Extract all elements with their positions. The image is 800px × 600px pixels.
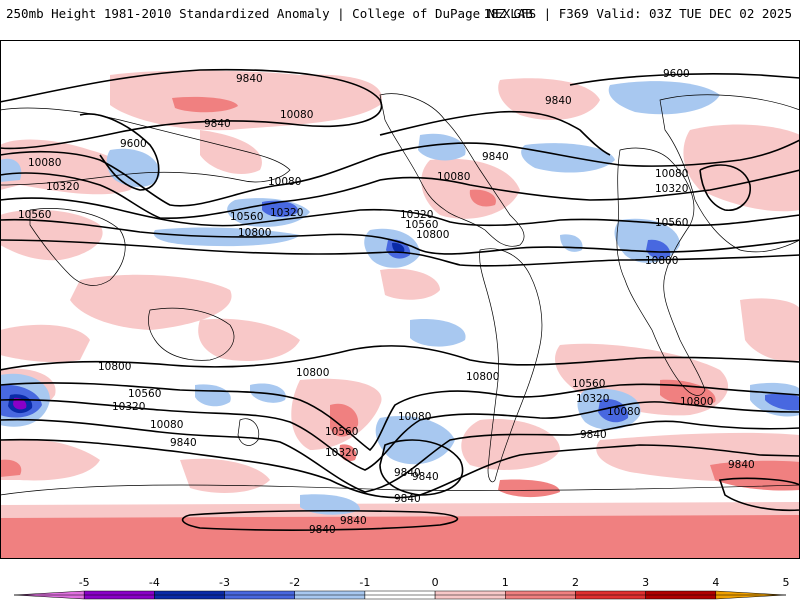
contour-label: 9840 (728, 459, 755, 471)
contour-label: 10560 (572, 378, 605, 390)
colorbar: -5 -4 -3 -2 -1 0 1 2 3 4 5 (13, 576, 790, 600)
height-contours (0, 68, 800, 531)
contour-label: 10560 (18, 209, 51, 221)
contour-labels: 9840 9600 10080 9840 9600 10080 10320 10… (18, 68, 755, 536)
contour-label: 10320 (576, 393, 609, 405)
contour-label: 10080 (268, 176, 301, 188)
anomaly-map: 9840 9600 10080 9840 9600 10080 10320 10… (0, 40, 800, 559)
chart-title: 250mb Height 1981-2010 Standardized Anom… (6, 6, 533, 21)
colorbar-tick-label: 1 (502, 576, 509, 589)
contour-label: 10560 (325, 426, 358, 438)
contour-label: 9840 (236, 73, 263, 85)
colorbar-tick-label: 3 (642, 576, 649, 589)
colorbar-tick-label: -5 (79, 576, 90, 589)
contour-label: 9840 (482, 151, 509, 163)
colorbar-tick-label: 0 (432, 576, 439, 589)
contour-label: 10320 (46, 181, 79, 193)
contour-label: 10080 (28, 157, 61, 169)
contour-label: 9840 (309, 524, 336, 536)
colorbar-tick-label: 2 (572, 576, 579, 589)
contour-label: 9840 (545, 95, 572, 107)
contour-label: 9840 (204, 118, 231, 130)
contour-label: 9840 (394, 467, 421, 479)
contour-label: 10800 (466, 371, 499, 383)
contour-label: 9840 (340, 515, 367, 527)
contour-label: 10080 (655, 168, 688, 180)
colorbar-tick-label: -2 (289, 576, 300, 589)
contour-label: 10080 (398, 411, 431, 423)
contour-label: 10320 (112, 401, 145, 413)
contour-label: 9600 (120, 138, 147, 150)
contour-label: 9840 (412, 471, 439, 483)
colorbar-tick-label: 5 (783, 576, 790, 589)
colorbar-tick-label: 4 (712, 576, 719, 589)
contour-label: 10560 (128, 388, 161, 400)
contour-label: 9840 (170, 437, 197, 449)
contour-label: 10560 (405, 219, 438, 231)
contour-label: 9840 (394, 493, 421, 505)
contour-label: 10800 (238, 227, 271, 239)
contour-label: 10560 (230, 211, 263, 223)
contour-label: 10800 (296, 367, 329, 379)
contour-label: 10320 (325, 447, 358, 459)
contour-label: 10080 (437, 171, 470, 183)
contour-label: 10080 (150, 419, 183, 431)
contour-label: 9840 (580, 429, 607, 441)
contour-label: 10800 (416, 229, 449, 241)
coastlines (0, 93, 800, 496)
contour-label: 9600 (663, 68, 690, 80)
contour-label: 10800 (645, 255, 678, 267)
contour-label: 10080 (280, 109, 313, 121)
contour-label: 10800 (98, 361, 131, 373)
contour-label: 10320 (655, 183, 688, 195)
colorbar-tick-label: -4 (149, 576, 160, 589)
contour-label: 10320 (400, 209, 433, 221)
model-run-info: 18Z GFS | F369 Valid: 03Z TUE DEC 02 202… (483, 6, 792, 21)
contour-label: 10560 (655, 217, 688, 229)
colorbar-tick-label: -1 (359, 576, 370, 589)
colorbar-tick-labels: -5 -4 -3 -2 -1 0 1 2 3 4 5 (79, 576, 790, 589)
contour-label: 10080 (607, 406, 640, 418)
contour-label: 10320 (270, 207, 303, 219)
colorbar-tick-label: -3 (219, 576, 230, 589)
contour-label: 10800 (680, 396, 713, 408)
strong-positive-anomaly-fill (0, 96, 800, 559)
